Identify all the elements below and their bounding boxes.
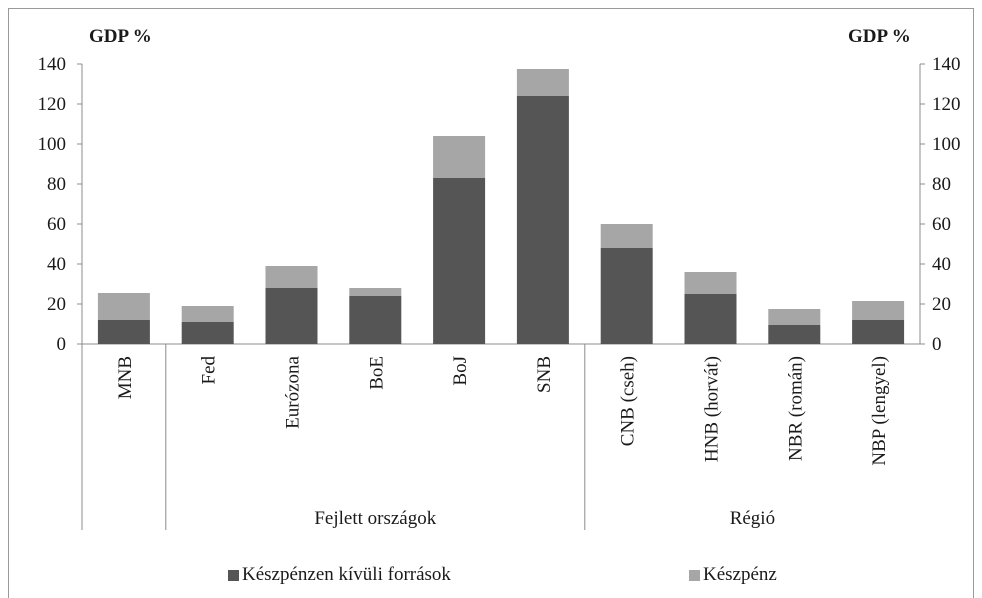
right-y-tick-label: 120	[932, 94, 961, 115]
bar-cash-2	[265, 266, 318, 288]
left-y-tick-label: 40	[47, 254, 66, 275]
bar-non-cash-2	[265, 288, 318, 344]
bar-cash-9	[852, 301, 905, 320]
group-label: Régió	[730, 508, 775, 529]
left-y-tick-label: 0	[57, 334, 67, 355]
left-axis-unit-label: GDP %	[89, 26, 152, 47]
category-label: CNB (cseh)	[618, 356, 639, 446]
category-label: Fed	[199, 356, 220, 385]
right-y-tick-label: 60	[932, 214, 951, 235]
right-y-tick-label: 20	[932, 294, 951, 315]
category-label: BoE	[366, 356, 387, 390]
legend-label-series-1: Készpénzen kívüli források	[242, 564, 451, 585]
right-y-tick-label: 40	[932, 254, 951, 275]
bar-cash-7	[684, 272, 737, 294]
group-label: Fejlett országok	[314, 508, 436, 529]
bar-non-cash-3	[349, 296, 402, 344]
bar-non-cash-8	[768, 325, 821, 344]
bar-cash-4	[433, 136, 486, 178]
right-y-tick-label: 80	[932, 174, 951, 195]
bar-non-cash-9	[852, 320, 905, 344]
left-y-tick-label: 100	[38, 134, 67, 155]
legend-label-series-2: Készpénz	[703, 564, 777, 585]
legend-item-series-1: Készpénzen kívüli források	[228, 564, 451, 586]
legend-swatch-series-1	[228, 569, 239, 581]
bar-cash-3	[349, 288, 402, 296]
bar-cash-8	[768, 309, 821, 325]
legend-swatch-series-2	[689, 569, 700, 581]
category-label: NBR (román)	[785, 356, 806, 461]
category-label: Eurózona	[283, 355, 304, 428]
bar-cash-0	[97, 293, 150, 320]
bar-non-cash-1	[181, 322, 234, 344]
bar-cash-5	[516, 69, 569, 96]
right-y-tick-label: 0	[932, 334, 942, 355]
left-y-tick-label: 20	[47, 294, 66, 315]
legend-item-series-2: Készpénz	[689, 564, 777, 586]
category-label: MNB	[115, 356, 136, 399]
left-y-tick-label: 60	[47, 214, 66, 235]
left-y-tick-label: 140	[38, 54, 67, 75]
left-y-tick-label: 120	[38, 94, 67, 115]
bar-non-cash-6	[600, 248, 653, 344]
category-label: BoJ	[450, 356, 471, 386]
left-y-tick-label: 80	[47, 174, 66, 195]
right-axis-unit-label: GDP %	[848, 26, 911, 47]
bar-non-cash-4	[433, 178, 486, 344]
category-label: SNB	[534, 356, 555, 393]
category-label: HNB (horvát)	[702, 356, 723, 462]
chart-frame	[8, 8, 974, 598]
bar-cash-6	[600, 224, 653, 248]
right-y-tick-label: 140	[932, 54, 961, 75]
bar-non-cash-0	[97, 320, 150, 344]
category-label: NBP (lengyel)	[869, 356, 890, 466]
bar-non-cash-7	[684, 294, 737, 344]
right-y-tick-label: 100	[932, 134, 961, 155]
bar-cash-1	[181, 306, 234, 322]
bar-non-cash-5	[516, 96, 569, 344]
